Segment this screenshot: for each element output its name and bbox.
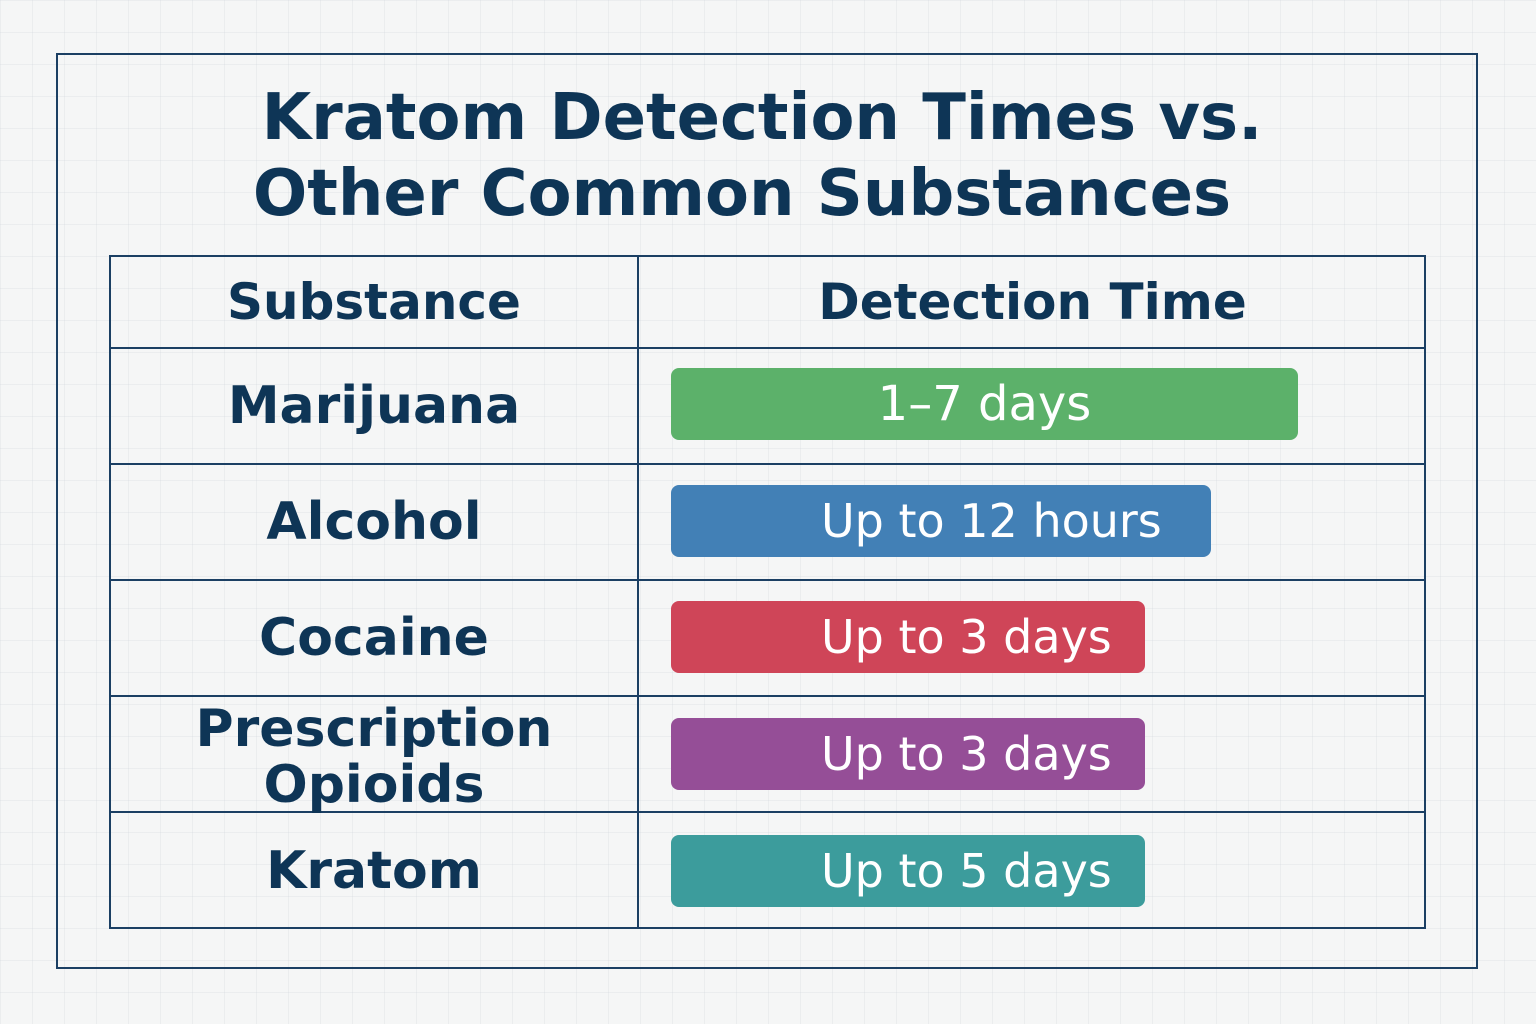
detection-bar-alcohol: Up to 12 hours: [671, 485, 1211, 557]
substance-prescription-opioids: Prescription Opioids: [195, 699, 553, 815]
row-divider: [111, 579, 1424, 581]
row-divider: [111, 811, 1424, 813]
substance-kratom: Kratom: [266, 841, 482, 901]
column-divider: [637, 257, 639, 927]
detection-bar-marijuana: 1–7 days: [671, 368, 1298, 440]
chart-title-line-2: Other Common Substances: [252, 157, 1232, 231]
header-substance: Substance: [227, 273, 521, 331]
row-divider: [111, 463, 1424, 465]
substance-cocaine: Cocaine: [259, 608, 489, 668]
outer-frame: [56, 53, 1478, 969]
detection-bar-cocaine: Up to 3 days: [671, 601, 1145, 673]
header-detection-time: Detection Time: [818, 273, 1247, 331]
detection-bar-kratom: Up to 5 days: [671, 835, 1145, 907]
chart-title-line-1: Kratom Detection Times vs.: [261, 81, 1263, 155]
row-divider: [111, 695, 1424, 697]
substance-marijuana: Marijuana: [227, 376, 521, 436]
row-divider: [111, 347, 1424, 349]
chart-title: Kratom Detection Times vs. Other Common …: [56, 80, 1478, 232]
detection-bar-prescription-opioids: Up to 3 days: [671, 718, 1145, 790]
detection-table: Substance Detection Time Marijuana 1–7 d…: [109, 255, 1426, 929]
substance-alcohol: Alcohol: [266, 492, 482, 552]
